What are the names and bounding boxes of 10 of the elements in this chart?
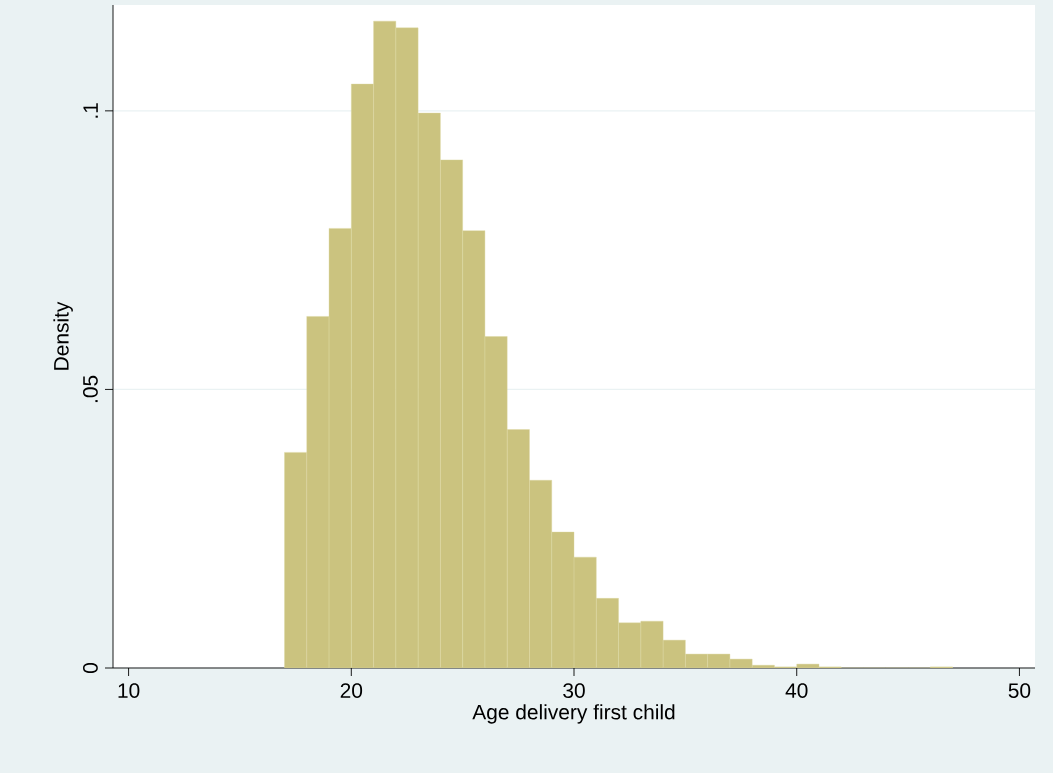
x-axis-title: Age delivery first child <box>472 704 675 724</box>
x-tick-label: 20 <box>340 683 363 698</box>
x-tick-label: 40 <box>785 683 808 698</box>
y-tick-label: .1 <box>83 103 98 118</box>
x-tick-label: 30 <box>563 683 585 698</box>
x-tick-label: 50 <box>1008 683 1031 698</box>
y-axis-title: Density <box>53 301 73 370</box>
y-tick-label: 0 <box>83 663 98 674</box>
y-tick-label: .05 <box>83 375 98 403</box>
x-tick-label: 10 <box>118 683 140 698</box>
